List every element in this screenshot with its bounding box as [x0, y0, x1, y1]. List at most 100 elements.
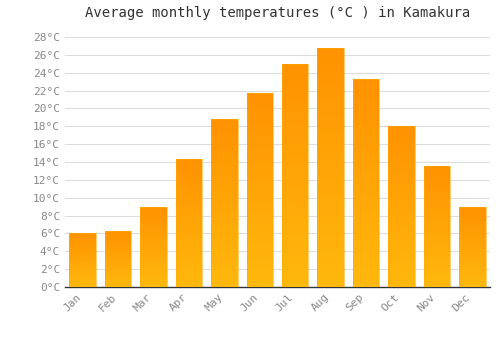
- Bar: [282, 153, 308, 158]
- Bar: [246, 229, 273, 233]
- Bar: [246, 140, 273, 144]
- Bar: [70, 241, 96, 242]
- Bar: [388, 248, 414, 252]
- Bar: [140, 244, 167, 245]
- Bar: [353, 112, 380, 116]
- Bar: [140, 273, 167, 274]
- Bar: [424, 253, 450, 256]
- Bar: [353, 283, 380, 287]
- Bar: [70, 281, 96, 283]
- Bar: [282, 278, 308, 282]
- Bar: [211, 284, 238, 287]
- Bar: [388, 146, 414, 149]
- Bar: [105, 266, 132, 267]
- Bar: [246, 178, 273, 182]
- Bar: [353, 158, 380, 162]
- Bar: [459, 219, 485, 221]
- Bar: [105, 257, 132, 258]
- Bar: [353, 104, 380, 108]
- Bar: [424, 169, 450, 171]
- Bar: [105, 280, 132, 281]
- Bar: [353, 208, 380, 212]
- Bar: [246, 147, 273, 151]
- Bar: [424, 265, 450, 268]
- Bar: [318, 249, 344, 253]
- Bar: [459, 284, 485, 285]
- Bar: [424, 229, 450, 232]
- Bar: [246, 260, 273, 264]
- Bar: [318, 76, 344, 81]
- Bar: [140, 218, 167, 219]
- Bar: [105, 231, 132, 232]
- Bar: [211, 247, 238, 250]
- Bar: [388, 284, 414, 287]
- Bar: [176, 272, 202, 274]
- Bar: [211, 159, 238, 163]
- Bar: [246, 272, 273, 275]
- Bar: [353, 83, 380, 87]
- Bar: [176, 177, 202, 180]
- Bar: [318, 220, 344, 225]
- Bar: [353, 170, 380, 175]
- Bar: [424, 232, 450, 234]
- Bar: [353, 79, 380, 83]
- Bar: [176, 210, 202, 213]
- Bar: [282, 247, 308, 251]
- Bar: [176, 241, 202, 244]
- Bar: [318, 167, 344, 172]
- Bar: [424, 244, 450, 246]
- Bar: [246, 233, 273, 237]
- Bar: [246, 194, 273, 198]
- Bar: [459, 236, 485, 237]
- Bar: [140, 253, 167, 255]
- Bar: [105, 268, 132, 269]
- Bar: [70, 247, 96, 248]
- Bar: [424, 277, 450, 280]
- Bar: [318, 105, 344, 110]
- Bar: [105, 282, 132, 284]
- Bar: [70, 277, 96, 278]
- Bar: [282, 171, 308, 175]
- Bar: [459, 258, 485, 260]
- Bar: [105, 232, 132, 233]
- Bar: [459, 223, 485, 224]
- Bar: [140, 282, 167, 284]
- Bar: [176, 264, 202, 267]
- Bar: [459, 228, 485, 229]
- Bar: [282, 68, 308, 73]
- Bar: [282, 282, 308, 287]
- Bar: [105, 240, 132, 241]
- Bar: [70, 265, 96, 266]
- Bar: [424, 188, 450, 190]
- Bar: [246, 198, 273, 202]
- Bar: [211, 274, 238, 277]
- Bar: [140, 265, 167, 266]
- Bar: [353, 279, 380, 283]
- Bar: [176, 203, 202, 205]
- Bar: [211, 139, 238, 142]
- Bar: [246, 124, 273, 128]
- Bar: [211, 166, 238, 169]
- Bar: [318, 153, 344, 158]
- Bar: [140, 261, 167, 263]
- Bar: [70, 251, 96, 252]
- Bar: [176, 261, 202, 264]
- Bar: [105, 238, 132, 239]
- Bar: [211, 176, 238, 180]
- Bar: [176, 216, 202, 218]
- Bar: [459, 285, 485, 287]
- Bar: [176, 208, 202, 210]
- Bar: [105, 242, 132, 243]
- Bar: [246, 97, 273, 101]
- Bar: [388, 226, 414, 229]
- Bar: [176, 213, 202, 216]
- Bar: [424, 210, 450, 212]
- Bar: [353, 187, 380, 191]
- Bar: [282, 148, 308, 153]
- Bar: [282, 180, 308, 184]
- Bar: [424, 260, 450, 263]
- Bar: [176, 249, 202, 251]
- Bar: [246, 186, 273, 190]
- Bar: [105, 231, 132, 287]
- Bar: [176, 180, 202, 182]
